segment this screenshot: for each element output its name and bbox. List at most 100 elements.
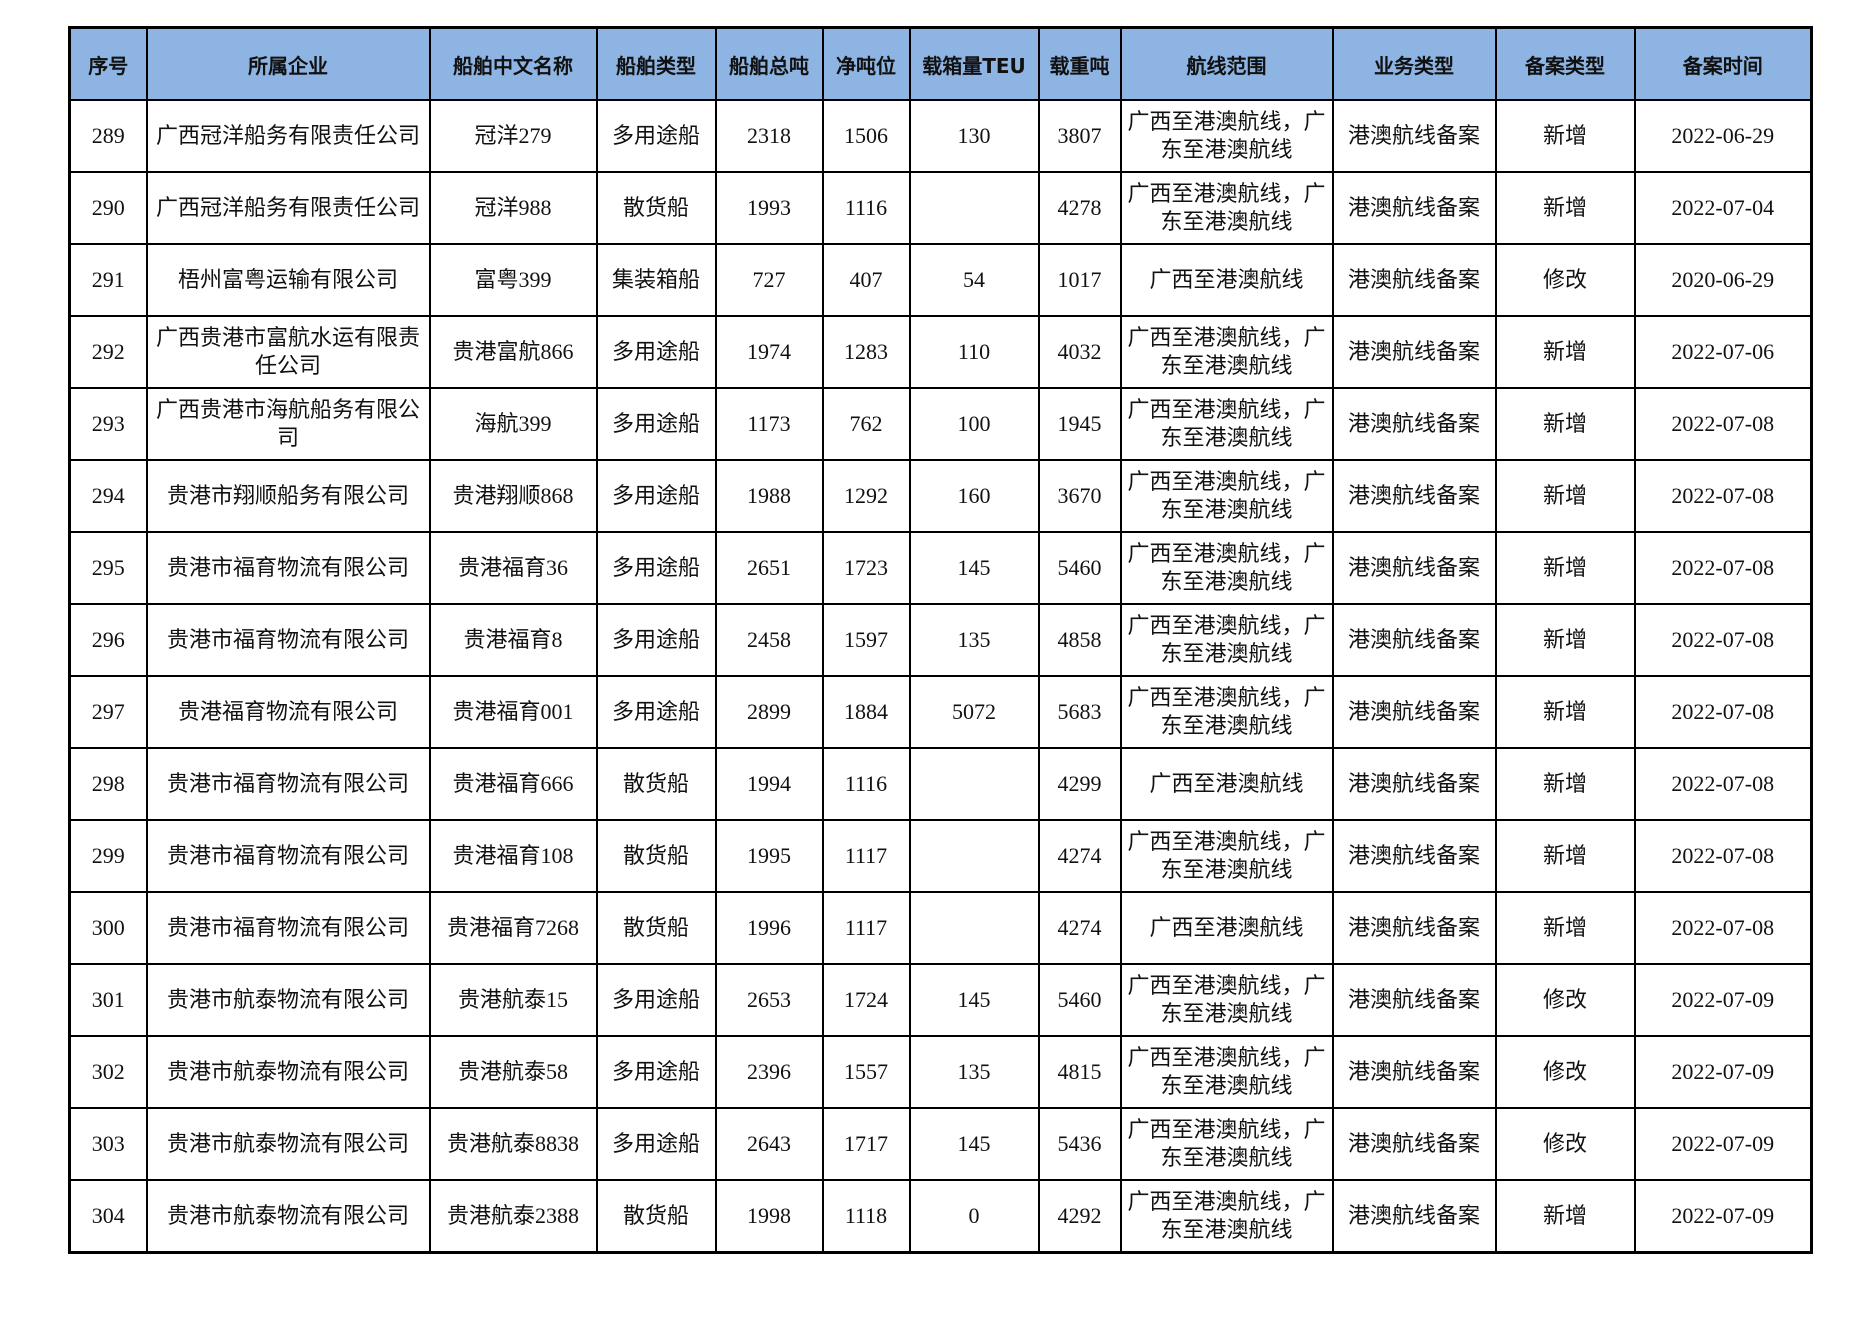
cell-ship-name: 贵港福育666 — [428, 747, 598, 821]
cell-ship-name: 贵港翔顺868 — [428, 459, 598, 533]
table-row: 299 贵港市福育物流有限公司 贵港福育108 散货船 1995 1117 4274 广西至港… — [68, 819, 1813, 893]
cell-route: 广西至港澳航线，广东至港澳航线 — [1119, 1179, 1334, 1254]
cell-deadweight: 3670 — [1037, 459, 1122, 533]
cell-gross-tonnage: 1993 — [714, 171, 824, 245]
cell-teu: 145 — [908, 531, 1040, 605]
cell-gross-tonnage: 1998 — [714, 1179, 824, 1254]
cell-ship-type: 多用途船 — [595, 675, 717, 749]
cell-seq: 295 — [68, 531, 148, 605]
cell-seq: 304 — [68, 1179, 148, 1254]
cell-filing-date: 2022-07-08 — [1633, 531, 1813, 605]
cell-gross-tonnage: 1974 — [714, 315, 824, 389]
cell-deadweight: 4815 — [1037, 1035, 1122, 1109]
column-header-gross-tonnage: 船舶总吨 — [714, 26, 824, 101]
table-row: 301 贵港市航泰物流有限公司 贵港航泰15 多用途船 2653 1724 145 5460 广… — [68, 963, 1813, 1037]
cell-company: 贵港市福育物流有限公司 — [145, 891, 431, 965]
column-header-net-tonnage: 净吨位 — [821, 26, 911, 101]
cell-business-type: 港澳航线备案 — [1331, 1035, 1497, 1109]
cell-gross-tonnage: 2396 — [714, 1035, 824, 1109]
cell-filing-type: 新增 — [1494, 891, 1636, 965]
cell-ship-type: 散货船 — [595, 819, 717, 893]
cell-net-tonnage: 1884 — [821, 675, 911, 749]
table-row: 297 贵港福育物流有限公司 贵港福育001 多用途船 2899 1884 5072 5683… — [68, 675, 1813, 749]
cell-net-tonnage: 1116 — [821, 171, 911, 245]
cell-net-tonnage: 1117 — [821, 891, 911, 965]
cell-deadweight: 4274 — [1037, 891, 1122, 965]
table-row: 293 广西贵港市海航船务有限公司 海航399 多用途船 1173 762 100 1945 广… — [68, 387, 1813, 461]
cell-seq: 297 — [68, 675, 148, 749]
cell-route: 广西至港澳航线，广东至港澳航线 — [1119, 315, 1334, 389]
cell-route: 广西至港澳航线 — [1119, 891, 1334, 965]
cell-gross-tonnage: 1994 — [714, 747, 824, 821]
cell-gross-tonnage: 1995 — [714, 819, 824, 893]
cell-company: 贵港市航泰物流有限公司 — [145, 1107, 431, 1181]
cell-ship-name: 富粤399 — [428, 243, 598, 317]
cell-ship-type: 散货船 — [595, 171, 717, 245]
cell-net-tonnage: 407 — [821, 243, 911, 317]
cell-deadweight: 4032 — [1037, 315, 1122, 389]
cell-business-type: 港澳航线备案 — [1331, 459, 1497, 533]
table-row: 300 贵港市福育物流有限公司 贵港福育7268 散货船 1996 1117 4274 广西至… — [68, 891, 1813, 965]
cell-filing-date: 2022-07-08 — [1633, 459, 1813, 533]
cell-teu: 160 — [908, 459, 1040, 533]
cell-deadweight: 5460 — [1037, 531, 1122, 605]
cell-business-type: 港澳航线备案 — [1331, 1107, 1497, 1181]
cell-filing-date: 2022-07-06 — [1633, 315, 1813, 389]
cell-seq: 294 — [68, 459, 148, 533]
cell-filing-type: 新增 — [1494, 1179, 1636, 1254]
cell-teu: 135 — [908, 1035, 1040, 1109]
table-row: 303 贵港市航泰物流有限公司 贵港航泰8838 多用途船 2643 1717 145 543… — [68, 1107, 1813, 1181]
cell-business-type: 港澳航线备案 — [1331, 675, 1497, 749]
cell-ship-name: 贵港航泰58 — [428, 1035, 598, 1109]
cell-company: 贵港市福育物流有限公司 — [145, 603, 431, 677]
cell-teu — [908, 747, 1040, 821]
cell-business-type: 港澳航线备案 — [1331, 747, 1497, 821]
cell-route: 广西至港澳航线，广东至港澳航线 — [1119, 603, 1334, 677]
cell-business-type: 港澳航线备案 — [1331, 891, 1497, 965]
table-row: 304 贵港市航泰物流有限公司 贵港航泰2388 散货船 1998 1118 0 4292 广西… — [68, 1179, 1813, 1254]
cell-filing-type: 新增 — [1494, 171, 1636, 245]
table-row: 295 贵港市福育物流有限公司 贵港福育36 多用途船 2651 1723 145 5460 广… — [68, 531, 1813, 605]
cell-gross-tonnage: 2643 — [714, 1107, 824, 1181]
table-row: 298 贵港市福育物流有限公司 贵港福育666 散货船 1994 1116 4299 广西至港… — [68, 747, 1813, 821]
cell-deadweight: 1017 — [1037, 243, 1122, 317]
cell-deadweight: 4274 — [1037, 819, 1122, 893]
cell-deadweight: 1945 — [1037, 387, 1122, 461]
column-header-ship-type: 船舶类型 — [595, 26, 717, 101]
cell-gross-tonnage: 2899 — [714, 675, 824, 749]
cell-filing-type: 修改 — [1494, 243, 1636, 317]
cell-business-type: 港澳航线备案 — [1331, 531, 1497, 605]
cell-ship-name: 贵港航泰8838 — [428, 1107, 598, 1181]
cell-ship-name: 贵港福育108 — [428, 819, 598, 893]
cell-ship-type: 多用途船 — [595, 459, 717, 533]
cell-teu: 110 — [908, 315, 1040, 389]
cell-gross-tonnage: 2458 — [714, 603, 824, 677]
cell-business-type: 港澳航线备案 — [1331, 315, 1497, 389]
cell-ship-name: 冠洋988 — [428, 171, 598, 245]
cell-filing-date: 2022-07-09 — [1633, 1179, 1813, 1254]
cell-filing-type: 新增 — [1494, 531, 1636, 605]
cell-deadweight: 5460 — [1037, 963, 1122, 1037]
cell-gross-tonnage: 1988 — [714, 459, 824, 533]
cell-company: 贵港市福育物流有限公司 — [145, 819, 431, 893]
cell-business-type: 港澳航线备案 — [1331, 1179, 1497, 1254]
cell-deadweight: 4299 — [1037, 747, 1122, 821]
cell-teu — [908, 171, 1040, 245]
column-header-ship-name: 船舶中文名称 — [428, 26, 598, 101]
column-header-company: 所属企业 — [145, 26, 431, 101]
cell-ship-type: 散货船 — [595, 1179, 717, 1254]
column-header-route: 航线范围 — [1119, 26, 1334, 101]
cell-ship-type: 散货船 — [595, 891, 717, 965]
cell-route: 广西至港澳航线，广东至港澳航线 — [1119, 819, 1334, 893]
cell-ship-type: 多用途船 — [595, 315, 717, 389]
cell-seq: 296 — [68, 603, 148, 677]
column-header-seq: 序号 — [68, 26, 148, 101]
cell-net-tonnage: 1597 — [821, 603, 911, 677]
cell-gross-tonnage: 1996 — [714, 891, 824, 965]
cell-company: 广西贵港市富航水运有限责任公司 — [145, 315, 431, 389]
cell-ship-name: 贵港福育8 — [428, 603, 598, 677]
cell-route: 广西至港澳航线，广东至港澳航线 — [1119, 387, 1334, 461]
cell-teu: 0 — [908, 1179, 1040, 1254]
cell-filing-date: 2022-07-09 — [1633, 1107, 1813, 1181]
cell-business-type: 港澳航线备案 — [1331, 963, 1497, 1037]
